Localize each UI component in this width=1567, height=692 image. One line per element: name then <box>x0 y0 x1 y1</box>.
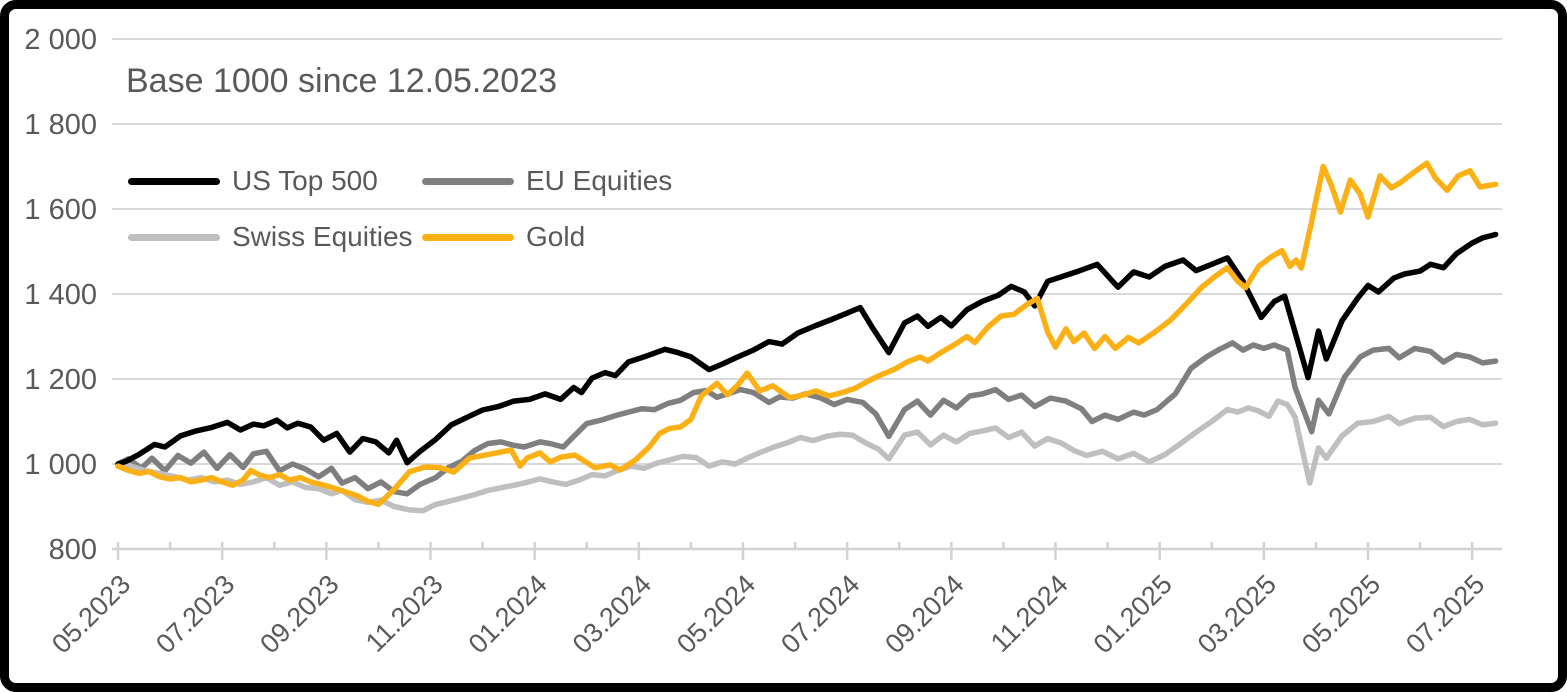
x-axis-tick-label: 01.2024 <box>463 569 553 659</box>
legend-label: Swiss Equities <box>232 221 413 252</box>
x-axis-tick-label: 07.2025 <box>1400 569 1490 659</box>
legend-label: EU Equities <box>526 165 673 196</box>
x-axis-tick-label: 07.2024 <box>775 569 865 659</box>
legend-line-eu-equities-icon <box>422 177 514 185</box>
series-line-gold <box>115 160 1499 508</box>
y-axis-tick-label: 800 <box>49 534 97 566</box>
x-axis-tick-label: 09.2023 <box>254 569 344 659</box>
x-axis-tick-label: 05.2025 <box>1296 569 1386 659</box>
x-axis-tick-label: 11.2024 <box>985 569 1074 658</box>
series-line-swiss-equities <box>115 398 1499 514</box>
chart-title: Base 1000 since 12.05.2023 <box>126 62 558 100</box>
legend-item-eu-equities: EU Equities <box>422 164 672 198</box>
x-axis-tick-label: 05.2023 <box>46 569 136 659</box>
y-axis-tick-label: 1 600 <box>24 194 97 226</box>
x-axis-tick-label: 01.2025 <box>1088 569 1178 659</box>
y-axis-tick-label: 1 400 <box>24 279 97 311</box>
x-axis-tick-label: 07.2023 <box>150 569 240 659</box>
legend-line-us-top-500-icon <box>128 177 220 185</box>
y-axis-tick-label: 1 000 <box>24 449 97 481</box>
y-axis-tick-label: 1 800 <box>24 109 97 141</box>
x-axis-tick-label: 11.2023 <box>360 569 449 658</box>
legend-item-swiss-equities: Swiss Equities <box>128 220 413 254</box>
series-line-us-top-500 <box>115 231 1499 467</box>
legend-label: US Top 500 <box>232 165 378 196</box>
x-axis-tick-label: 03.2024 <box>567 569 657 659</box>
legend-line-swiss-equities-icon <box>128 233 220 241</box>
legend-item-gold: Gold <box>422 220 585 254</box>
legend-label: Gold <box>526 221 586 252</box>
x-axis-tick-label: 09.2024 <box>879 569 969 659</box>
y-axis-tick-label: 2 000 <box>24 24 97 56</box>
x-axis-tick-label: 05.2024 <box>671 569 761 659</box>
legend-line-gold-icon <box>422 233 514 241</box>
series-line-eu-equities <box>115 340 1499 497</box>
x-axis-tick-label: 03.2025 <box>1192 569 1282 659</box>
legend-item-us-top-500: US Top 500 <box>128 164 378 198</box>
y-axis-tick-label: 1 200 <box>24 364 97 396</box>
